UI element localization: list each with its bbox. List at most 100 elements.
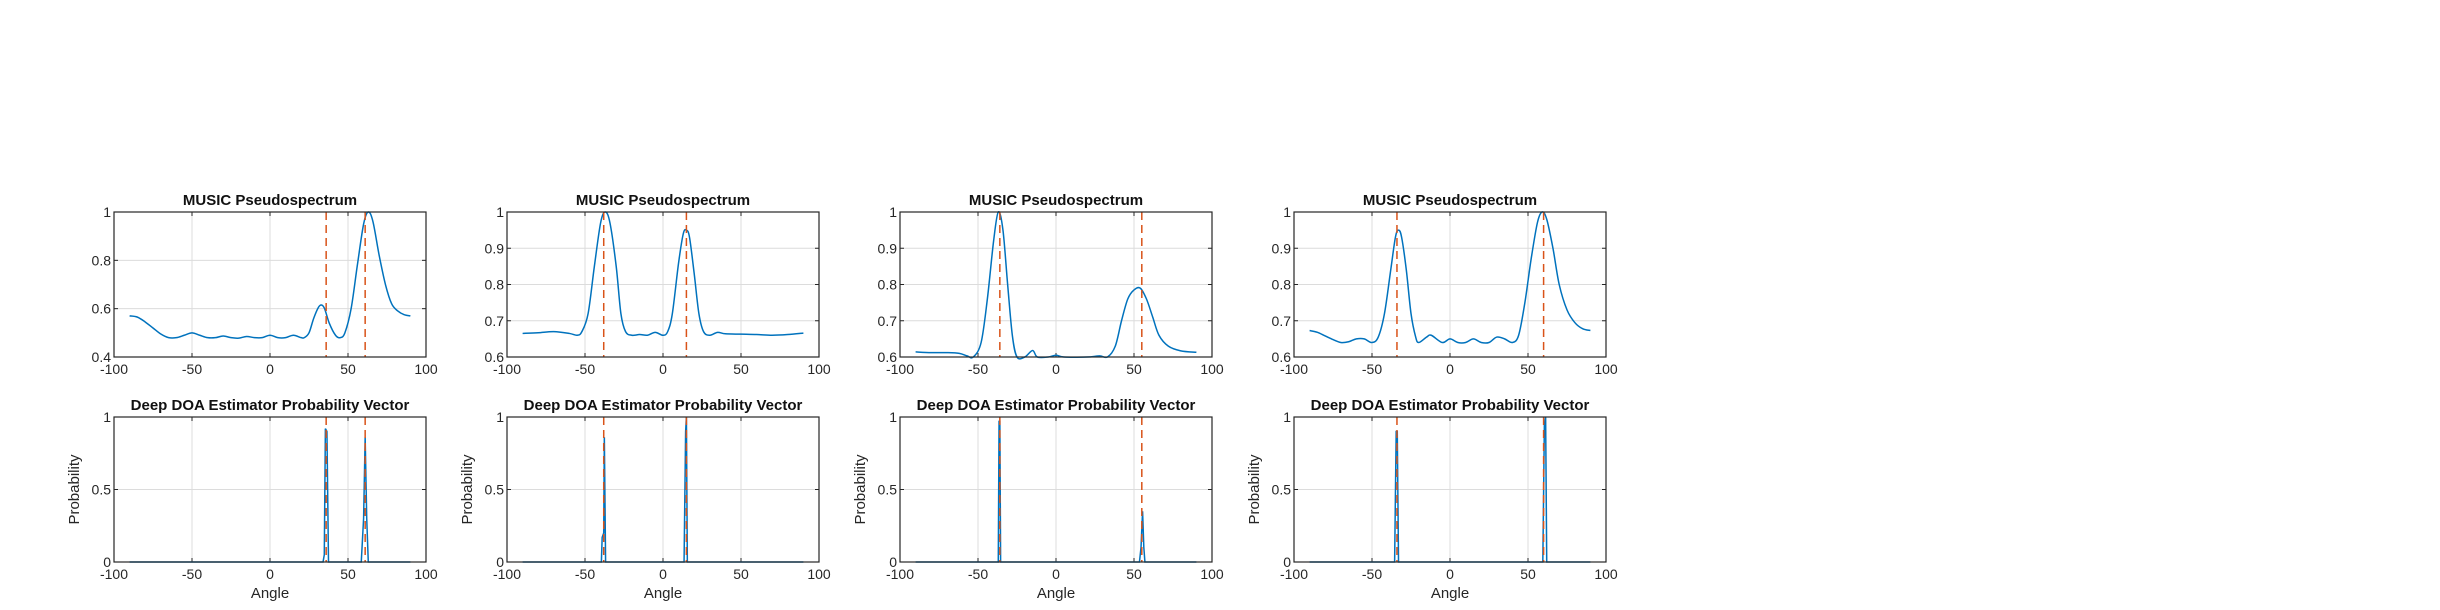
subplot: -100 -50 0 50 100 0 0.5 1 Deep DOA Estimator Pro… xyxy=(852,397,1224,602)
x-tick-label: 50 xyxy=(1126,566,1142,582)
subplot: -100 -50 0 50 100 0 0.5 1 Deep DOA Estimator Pro… xyxy=(1246,397,1618,602)
x-tick-label: -100 xyxy=(100,361,128,377)
x-tick-label: -100 xyxy=(886,361,914,377)
axes-box xyxy=(506,211,820,358)
subplot-title: Deep DOA Estimator Probability Vector xyxy=(131,397,410,414)
subplot-title: MUSIC Pseudospectrum xyxy=(183,192,357,209)
y-tick-label: 0.5 xyxy=(878,482,898,498)
y-tick-label: 0.4 xyxy=(92,349,112,365)
subplot: -100 -50 0 50 100 0.6 0.7 0.8 0.9 1 MUSIC Pseudosp… xyxy=(878,192,1224,377)
axes-box xyxy=(899,211,1213,358)
y-tick-label: 1 xyxy=(103,204,111,220)
subplot: -100 -50 0 50 100 0 0.5 1 Deep DOA Estimator Pro… xyxy=(459,397,831,602)
x-tick-label: 100 xyxy=(1200,361,1224,377)
x-tick-label: 50 xyxy=(340,566,356,582)
x-tick-label: 50 xyxy=(1520,566,1536,582)
subplot-title: Deep DOA Estimator Probability Vector xyxy=(524,397,803,414)
x-tick-label: -100 xyxy=(100,566,128,582)
x-tick-label: 50 xyxy=(1520,361,1536,377)
x-tick-label: 100 xyxy=(414,361,438,377)
y-tick-label: 0.6 xyxy=(1272,349,1292,365)
subplot-title: MUSIC Pseudospectrum xyxy=(1363,192,1537,209)
x-tick-label: 0 xyxy=(1446,566,1454,582)
x-tick-label: 0 xyxy=(1446,361,1454,377)
y-tick-label: 0.7 xyxy=(485,313,505,329)
x-tick-label: 50 xyxy=(733,566,749,582)
x-tick-label: -50 xyxy=(968,566,988,582)
y-tick-label: 0 xyxy=(103,554,111,570)
y-tick-label: 0 xyxy=(496,554,504,570)
y-tick-label: 0.6 xyxy=(878,349,898,365)
y-tick-label: 0.8 xyxy=(92,252,112,268)
y-tick-label: 0.8 xyxy=(1272,277,1292,293)
x-tick-label: -100 xyxy=(886,566,914,582)
subplot-title: Deep DOA Estimator Probability Vector xyxy=(917,397,1196,414)
subplot: -100 -50 0 50 100 0.4 0.6 0.8 1 MUSIC Pseudospect… xyxy=(92,192,438,377)
x-tick-label: 100 xyxy=(807,361,831,377)
y-tick-label: 1 xyxy=(103,409,111,425)
x-tick-label: 0 xyxy=(659,361,667,377)
axes-box xyxy=(113,211,427,358)
y-tick-label: 1 xyxy=(889,409,897,425)
y-axis-label: Probability xyxy=(459,454,476,525)
y-tick-label: 0.9 xyxy=(1272,240,1292,256)
x-axis-label: Angle xyxy=(1431,585,1469,602)
y-axis-label: Probability xyxy=(852,454,869,525)
x-tick-label: 0 xyxy=(1052,361,1060,377)
x-tick-label: -100 xyxy=(1280,566,1308,582)
x-tick-label: 50 xyxy=(340,361,356,377)
y-tick-label: 0.6 xyxy=(92,301,112,317)
y-tick-label: 1 xyxy=(1283,204,1291,220)
axes-box xyxy=(1293,416,1607,563)
x-tick-label: -100 xyxy=(493,361,521,377)
x-tick-label: -50 xyxy=(575,361,595,377)
axes-box xyxy=(113,416,427,563)
x-tick-label: 50 xyxy=(733,361,749,377)
subplot-title: MUSIC Pseudospectrum xyxy=(969,192,1143,209)
y-tick-label: 0 xyxy=(889,554,897,570)
x-tick-label: 0 xyxy=(659,566,667,582)
y-tick-label: 0.7 xyxy=(878,313,898,329)
y-tick-label: 0.5 xyxy=(485,482,505,498)
x-axis-label: Angle xyxy=(251,585,289,602)
y-tick-label: 0.5 xyxy=(92,482,112,498)
axes-box xyxy=(506,416,820,563)
x-tick-label: 100 xyxy=(807,566,831,582)
y-tick-label: 0.6 xyxy=(485,349,505,365)
y-axis-label: Probability xyxy=(1246,454,1263,525)
y-tick-label: 0.8 xyxy=(878,277,898,293)
x-tick-label: 100 xyxy=(1594,566,1618,582)
y-tick-label: 0.9 xyxy=(485,240,505,256)
y-tick-label: 1 xyxy=(889,204,897,220)
x-tick-label: -100 xyxy=(1280,361,1308,377)
y-axis-label: Probability xyxy=(66,454,83,525)
y-tick-label: 0.8 xyxy=(485,277,505,293)
x-tick-label: -50 xyxy=(182,361,202,377)
axes-box xyxy=(899,416,1213,563)
y-tick-label: 1 xyxy=(496,409,504,425)
data-series-line xyxy=(522,211,804,337)
y-tick-label: 0.7 xyxy=(1272,313,1292,329)
x-tick-label: 100 xyxy=(1200,566,1224,582)
x-tick-label: 0 xyxy=(266,361,274,377)
y-tick-label: 1 xyxy=(496,204,504,220)
subplot: -100 -50 0 50 100 0 0.5 1 Deep DOA Estimator Pro… xyxy=(66,397,438,602)
x-tick-label: 0 xyxy=(266,566,274,582)
y-tick-label: 0.5 xyxy=(1272,482,1292,498)
x-tick-label: -100 xyxy=(493,566,521,582)
y-tick-label: 0.9 xyxy=(878,240,898,256)
x-axis-label: Angle xyxy=(1037,585,1075,602)
x-tick-label: 0 xyxy=(1052,566,1060,582)
subplot-title: Deep DOA Estimator Probability Vector xyxy=(1311,397,1590,414)
x-tick-label: -50 xyxy=(968,361,988,377)
x-tick-label: -50 xyxy=(1362,361,1382,377)
x-axis-label: Angle xyxy=(644,585,682,602)
subplot: -100 -50 0 50 100 0.6 0.7 0.8 0.9 1 MUSIC Pseudosp… xyxy=(485,192,831,377)
y-tick-label: 1 xyxy=(1283,409,1291,425)
x-tick-label: -50 xyxy=(182,566,202,582)
x-tick-label: 100 xyxy=(414,566,438,582)
subplot-title: MUSIC Pseudospectrum xyxy=(576,192,750,209)
axes-box xyxy=(1293,211,1607,358)
x-tick-label: 50 xyxy=(1126,361,1142,377)
